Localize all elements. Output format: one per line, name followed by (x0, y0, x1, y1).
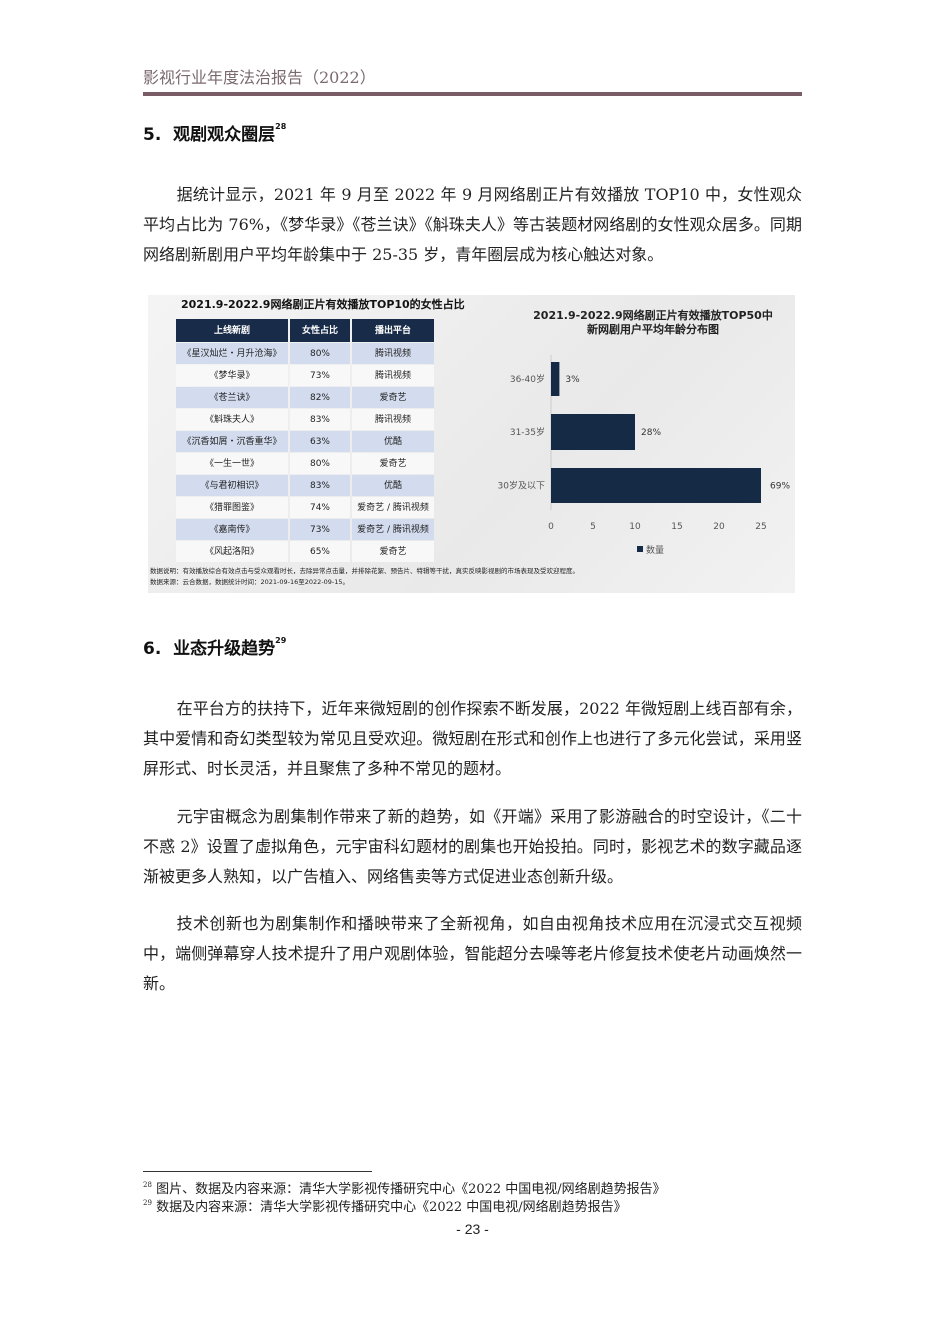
footnote-ref[interactable]: 29 (275, 636, 287, 645)
platform-cell: 爱奇艺 (352, 541, 434, 562)
data-note: 数据说明：有效播放综合有效点击与受众观看时长，去除异常点击量，并排除花絮、预告片… (150, 567, 579, 575)
paragraph: 元宇宙概念为剧集制作带来了新的趋势，如《开端》采用了影游融合的时空设计，《二十不… (143, 807, 802, 886)
data-label: 28% (641, 428, 661, 438)
section-title: 业态升级趋势 (173, 639, 276, 659)
table-row: 《星汉灿烂・月升沧海》 80% 腾讯视频 (176, 343, 434, 364)
platform-cell: 腾讯视频 (352, 365, 434, 386)
paragraph: 技术创新也为剧集制作和播映带来了全新视角，如自由视角技术应用在沉浸式交互视频中，… (143, 914, 802, 993)
data-label: 69% (770, 482, 790, 492)
footnote-text: 图片、数据及内容来源：清华大学影视传播研究中心《2022 中国电视/网络剧趋势报… (156, 1182, 666, 1197)
table-title: 2021.9-2022.9网络剧正片有效播放TOP10的女性占比 (181, 298, 465, 311)
figure: 2021.9-2022.9网络剧正片有效播放TOP10的女性占比 上线新剧 女性… (148, 295, 795, 593)
footnote-text: 数据及内容来源：清华大学影视传播研究中心《2022 中国电视/网络剧趋势报告》 (156, 1200, 627, 1215)
column-header: 播出平台 (352, 319, 434, 342)
drama-name-cell: 《嘉南传》 (176, 519, 288, 540)
female-share-cell: 73% (290, 365, 350, 386)
female-share-table: 上线新剧 女性占比 播出平台 《星汉灿烂・月升沧海》 80% 腾讯视频 《梦华录》 73… (174, 318, 436, 563)
footnote: 29 数据及内容来源：清华大学影视传播研究中心《2022 中国电视/网络剧趋势报… (143, 1200, 627, 1216)
section-number: 6. (143, 639, 162, 659)
category-label: 30岁及以下 (498, 480, 545, 492)
running-head: 影视行业年度法治报告（2022） (143, 68, 376, 87)
data-label: 3% (565, 375, 580, 385)
legend-label: 数量 (646, 544, 664, 556)
table-row: 《沉香如屑・沉香重华》 63% 优酷 (176, 431, 434, 452)
paragraph: 据统计显示，2021 年 9 月至 2022 年 9 月网络剧正片有效播放 TO… (143, 185, 802, 264)
drama-name-cell: 《风起洛阳》 (176, 541, 288, 562)
legend-swatch (637, 546, 643, 552)
female-share-cell: 65% (290, 541, 350, 562)
page-number: - 23 - (456, 1221, 489, 1237)
age-distribution-chart: 36-40岁 3% 31-35岁 28% 30岁及以下 69% 0 5 10 15 20 25 数量 (498, 355, 790, 556)
x-tick-label: 20 (713, 522, 725, 532)
platform-cell: 腾讯视频 (352, 343, 434, 364)
footnote-number: 29 (143, 1199, 152, 1207)
female-share-cell: 73% (290, 519, 350, 540)
section-title: 观剧观众圈层 (173, 125, 276, 145)
x-tick-label: 0 (548, 522, 554, 532)
drama-name-cell: 《与君初相识》 (176, 475, 288, 496)
table-row: 《一生一世》 80% 爱奇艺 (176, 453, 434, 474)
section-number: 5. (143, 125, 162, 145)
x-tick-label: 5 (590, 522, 596, 532)
table-row: 《嘉南传》 73% 爱奇艺 / 腾讯视频 (176, 519, 434, 540)
female-share-cell: 74% (290, 497, 350, 518)
paragraph: 在平台方的扶持下，近年来微短剧的创作探索不断发展，2022 年微短剧上线百部有余… (143, 699, 802, 778)
table-row: 《风起洛阳》 65% 爱奇艺 (176, 541, 434, 562)
platform-cell: 爱奇艺 (352, 387, 434, 408)
platform-cell: 优酷 (352, 475, 434, 496)
table-row: 《斛珠夫人》 83% 腾讯视频 (176, 409, 434, 430)
female-share-cell: 83% (290, 475, 350, 496)
data-source: 数据来源：云合数据，数据统计时间：2021-09-16至2022-09-15。 (150, 578, 350, 586)
drama-name-cell: 《梦华录》 (176, 365, 288, 386)
x-tick-label: 15 (671, 522, 682, 532)
drama-name-cell: 《沉香如屑・沉香重华》 (176, 431, 288, 452)
x-tick-label: 10 (629, 522, 641, 532)
drama-name-cell: 《苍兰诀》 (176, 387, 288, 408)
footnote-number: 28 (143, 1181, 152, 1189)
platform-cell: 优酷 (352, 431, 434, 452)
platform-cell: 爱奇艺 (352, 453, 434, 474)
footnote: 28 图片、数据及内容来源：清华大学影视传播研究中心《2022 中国电视/网络剧… (143, 1182, 666, 1198)
female-share-cell: 82% (290, 387, 350, 408)
header-rule (143, 92, 802, 96)
section-6-heading: 6. 业态升级趋势29 (143, 637, 802, 661)
bar (551, 414, 635, 450)
column-header: 女性占比 (290, 319, 350, 342)
table-row: 《苍兰诀》 82% 爱奇艺 (176, 387, 434, 408)
drama-name-cell: 《斛珠夫人》 (176, 409, 288, 430)
chart-title-line: 2021.9-2022.9网络剧正片有效播放TOP50中 (533, 309, 773, 322)
drama-name-cell: 《一生一世》 (176, 453, 288, 474)
female-share-cell: 63% (290, 431, 350, 452)
platform-cell: 腾讯视频 (352, 409, 434, 430)
section-5-heading: 5. 观剧观众圈层28 (143, 123, 802, 147)
drama-name-cell: 《星汉灿烂・月升沧海》 (176, 343, 288, 364)
chart-title-line: 新网剧用户平均年龄分布图 (587, 323, 719, 336)
x-tick-label: 25 (755, 522, 766, 532)
column-header: 上线新剧 (176, 319, 288, 342)
category-label: 31-35岁 (510, 426, 545, 438)
platform-cell: 爱奇艺 / 腾讯视频 (352, 519, 434, 540)
bar (551, 468, 761, 503)
female-share-cell: 83% (290, 409, 350, 430)
table-row: 《与君初相识》 83% 优酷 (176, 475, 434, 496)
platform-cell: 爱奇艺 / 腾讯视频 (352, 497, 434, 518)
table-row: 《猎罪图鉴》 74% 爱奇艺 / 腾讯视频 (176, 497, 434, 518)
table-row: 《梦华录》 73% 腾讯视频 (176, 365, 434, 386)
footnote-ref[interactable]: 28 (275, 122, 287, 131)
female-share-cell: 80% (290, 453, 350, 474)
drama-name-cell: 《猎罪图鉴》 (176, 497, 288, 518)
body-column: 5. 观剧观众圈层28 据统计显示，2021 年 9 月至 2022 年 9 月… (143, 123, 802, 999)
bar (551, 362, 560, 396)
footnote-rule (143, 1171, 372, 1172)
category-label: 36-40岁 (510, 373, 545, 385)
female-share-cell: 80% (290, 343, 350, 364)
chart-title: 2021.9-2022.9网络剧正片有效播放TOP50中 新网剧用户平均年龄分布… (488, 309, 818, 337)
